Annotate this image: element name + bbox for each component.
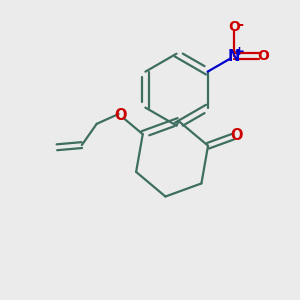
Text: +: + xyxy=(234,45,245,58)
Text: N: N xyxy=(228,49,240,64)
Text: O: O xyxy=(228,20,240,34)
Text: O: O xyxy=(230,128,243,143)
Text: -: - xyxy=(238,17,244,32)
Text: O: O xyxy=(114,108,127,123)
Text: O: O xyxy=(257,50,269,63)
